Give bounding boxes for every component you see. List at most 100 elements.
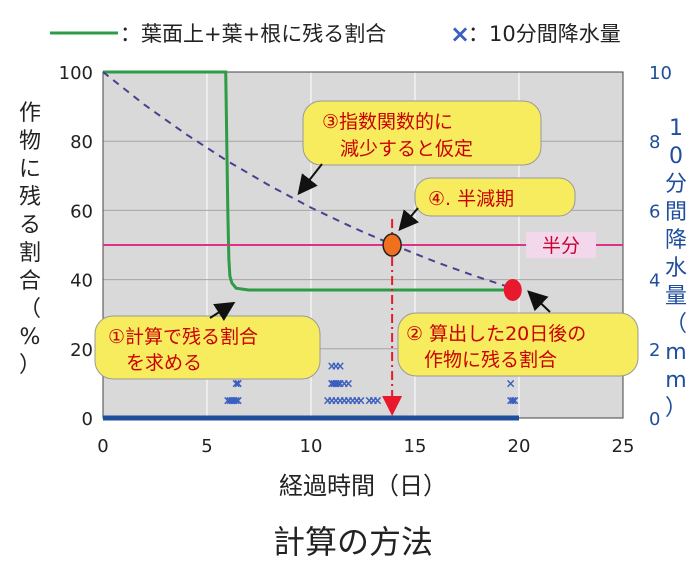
axis-label-char: 残 — [19, 185, 41, 210]
legend: ：葉面上+葉+根に残る割合 × ：10分間降水量 — [50, 20, 621, 48]
axis-label-char: 割 — [19, 241, 41, 266]
axis-label-char: 降 — [665, 228, 687, 253]
y-right-tick-label: 6 — [649, 201, 660, 222]
axis-label-char: ） — [19, 353, 41, 378]
series-solid-line — [103, 70, 513, 292]
axis-label-char: 1 — [669, 116, 683, 141]
rain-marker: × — [335, 376, 345, 390]
x-tick-label: 10 — [300, 436, 323, 457]
callout-line: ② 算出した20日後の — [406, 323, 586, 345]
callout-2-box — [397, 312, 639, 377]
axis-label-char: 量 — [665, 284, 687, 309]
y-right-tick-label: 4 — [649, 271, 660, 292]
callout-1-text: ①計算で残る割合を求める — [108, 326, 258, 374]
legend-marker-label: ：10分間降水量 — [468, 22, 621, 46]
rain-marker: × — [506, 394, 516, 408]
y-left-tick-label: 60 — [70, 201, 93, 222]
axis-label-char: 間 — [665, 200, 687, 225]
rain-marker: × — [327, 394, 337, 408]
half-label-group: 半分 — [526, 232, 596, 258]
rain-marker: × — [331, 376, 341, 390]
callout-4-text: ④. 半減期 — [428, 188, 514, 210]
callout-2: ② 算出した20日後の作物に残る割合 — [397, 290, 639, 377]
legend-line-label: ：葉面上+葉+根に残る割合 — [120, 22, 386, 46]
legend-marker-swatch: × — [450, 20, 470, 48]
callout-3: ③指数関数的に減少すると仮定 — [297, 100, 542, 196]
callout-2-arrow — [527, 290, 551, 313]
callout-line: ③指数関数的に — [322, 111, 453, 133]
rain-marker: × — [331, 359, 341, 373]
callout-4-arrow — [398, 207, 419, 232]
y-left-tick-label: 0 — [82, 409, 93, 430]
rain-marker: × — [373, 394, 383, 408]
rain-marker: × — [327, 376, 337, 390]
axis-label-char: m — [665, 368, 686, 393]
y-left-tick-label: 40 — [70, 271, 93, 292]
rain-marker: × — [352, 394, 362, 408]
rain-marker: × — [368, 394, 378, 408]
callout-1: ①計算で残る割合を求める — [94, 301, 321, 380]
axis-label-char: 分 — [665, 172, 687, 197]
callout-line: 減少すると仮定 — [340, 138, 473, 160]
y-right-tick-label: 10 — [649, 63, 672, 84]
rain-marker: × — [348, 394, 358, 408]
rain-marker: × — [233, 376, 243, 390]
axis-label-char: % — [20, 325, 41, 350]
callout-3-arrow — [297, 163, 323, 196]
axis-label-char: 作 — [19, 101, 41, 126]
rain-marker: × — [323, 394, 333, 408]
callout-3-text: ③指数関数的に減少すると仮定 — [322, 111, 473, 160]
rain-marker: × — [506, 376, 516, 390]
x-axis-label: 経過時間（日） — [279, 472, 447, 500]
rain-marker: × — [329, 376, 339, 390]
rain-marker: × — [327, 359, 337, 373]
rain-marker: × — [339, 376, 349, 390]
rain-marker: × — [227, 394, 237, 408]
rain-marker: × — [225, 394, 235, 408]
axis-label-char: m — [665, 340, 686, 365]
callout-4-box — [414, 177, 576, 217]
rain-marker: × — [335, 359, 345, 373]
y-left-tick-label: 20 — [70, 340, 93, 361]
caption: 計算の方法 — [273, 523, 433, 561]
rain-marker: × — [510, 394, 520, 408]
axis-label-char: る — [19, 213, 41, 238]
y-right-tick-label: 2 — [649, 340, 660, 361]
rain-marker: × — [339, 394, 349, 408]
rain-marker: × — [331, 394, 341, 408]
y-right-ticks: 0 2 4 6 8 10 — [649, 63, 672, 430]
y-right-axis-label: 1 0 分間降水量 （ m m ） — [665, 116, 687, 421]
y-left-tick-label: 80 — [70, 132, 93, 153]
rain-marker: × — [233, 394, 243, 408]
callout-1-box — [94, 315, 321, 380]
axis-label-char: 水 — [665, 256, 687, 281]
rain-marker: × — [223, 394, 233, 408]
day20-point — [503, 278, 522, 301]
axis-label-char: に — [19, 157, 41, 182]
y-right-tick-label: 8 — [649, 132, 660, 153]
axis-label-char: 物 — [19, 129, 41, 154]
rain-marker: × — [231, 376, 241, 390]
callout-4: ④. 半減期 — [398, 177, 576, 232]
y-left-ticks: 0 20 40 60 80 100 — [59, 63, 93, 430]
y-left-tick-label: 100 — [59, 63, 93, 84]
rain-marker: × — [233, 376, 243, 390]
axis-label-char: （ — [665, 312, 687, 337]
series-dashed-line — [102, 71, 514, 290]
rain-marker: × — [508, 394, 518, 408]
callout-line: ①計算で残る割合 — [108, 326, 258, 348]
rain-marker: × — [356, 394, 366, 408]
rain-marker: × — [364, 394, 374, 408]
axis-label-char: （ — [19, 297, 41, 322]
x-tick-label: 5 — [201, 436, 212, 457]
half-label-box — [526, 232, 596, 258]
rain-marker: × — [343, 376, 353, 390]
y-left-axis-label: 作物に残る割合 （% ） — [19, 101, 41, 378]
axis-label-char: 合 — [19, 269, 41, 294]
series-layer: ××××××××××××××××××××××××××××××××× ×××× — [102, 70, 623, 421]
y-right-tick-label: 0 — [649, 409, 660, 430]
callout-3-box — [302, 100, 542, 166]
rain-marker: × — [231, 394, 241, 408]
half-life-point — [382, 233, 402, 257]
x-ticks: 0 5 10 15 20 25 — [97, 436, 634, 457]
